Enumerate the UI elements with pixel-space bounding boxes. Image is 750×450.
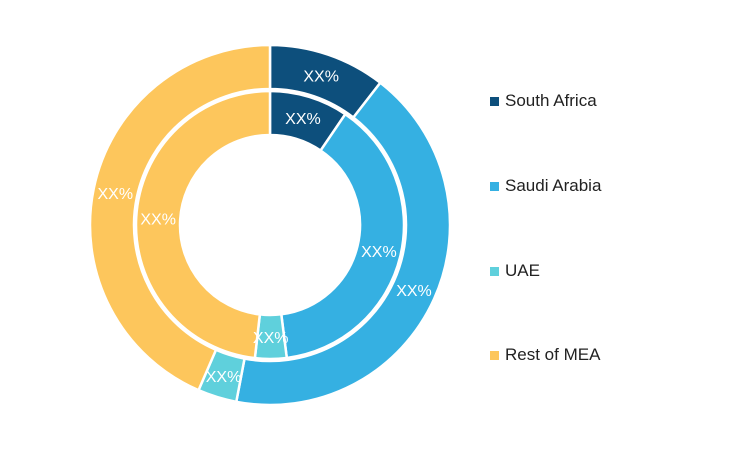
inner-slice-saudi-arabia [279,112,406,360]
outer-slice-saudi-arabia [234,81,452,407]
inner-label-south-africa: XX% [285,111,321,128]
inner-label-rest-of-mea: XX% [140,212,176,229]
legend-label: UAE [505,261,540,280]
outer-label-rest-of-mea: XX% [97,186,133,203]
slice-labels: XX% XX% XX% XX% XX% XX% XX% XX% [97,69,431,386]
inner-label-uae: XX% [253,330,289,347]
inner-slice-rest-of-mea [134,89,272,360]
legend-swatch [490,182,499,191]
legend-swatch [490,267,499,276]
inner-label-saudi-arabia: XX% [361,244,397,261]
legend-swatch [490,351,499,360]
outer-ring [88,43,452,407]
legend-label: South Africa [505,91,597,110]
outer-label-saudi-arabia: XX% [396,283,432,300]
legend-label: Saudi Arabia [505,176,602,195]
outer-label-uae: XX% [206,369,242,386]
outer-label-south-africa: XX% [303,69,339,86]
legend-swatch [490,97,499,106]
legend-label: Rest of MEA [505,345,601,364]
inner-ring [134,89,406,361]
outer-slice-rest-of-mea [88,43,272,392]
